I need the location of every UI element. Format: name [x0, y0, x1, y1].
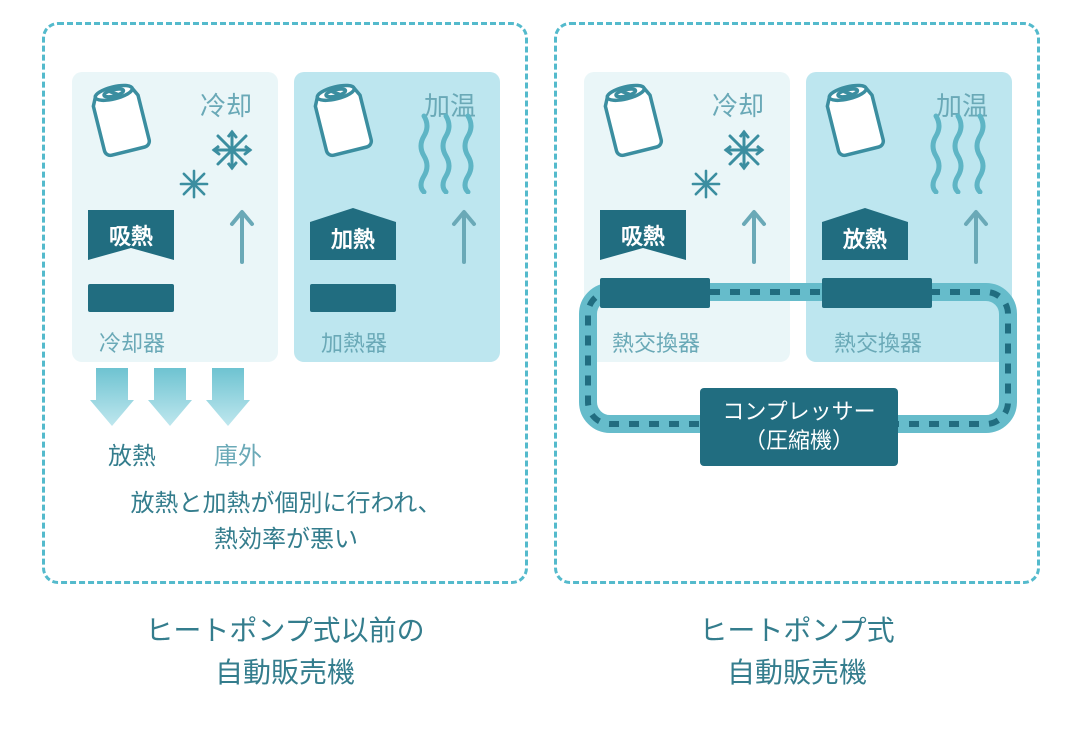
up-arrow-icon: [228, 208, 256, 269]
snowflake-icon: [178, 168, 210, 205]
compressor-box: コンプレッサー （圧縮機）: [700, 388, 898, 466]
arrow-absorb-heat: 吸熱: [88, 210, 174, 260]
exchanger-left-label: 熱交換器: [608, 326, 704, 358]
snowflake-icon: [210, 128, 254, 177]
zone-title-right-cold: 冷却: [712, 86, 764, 123]
can-icon: [594, 78, 672, 171]
caption-line1: ヒートポンプ式: [699, 615, 894, 646]
compressor-line2: （圧縮機）: [744, 427, 854, 456]
can-icon: [82, 78, 160, 171]
caption-line1: ヒートポンプ式以前の: [145, 615, 424, 646]
right-panel-caption: ヒートポンプ式 自動販売機: [554, 610, 1040, 694]
cooler-box: [88, 284, 174, 312]
exchanger-right-box: [822, 278, 932, 308]
arrow-release-heat: 放熱: [822, 208, 908, 260]
desc-line2: 熱効率が悪い: [214, 526, 358, 553]
can-icon: [816, 78, 894, 171]
arrow-absorb-heat: 吸熱: [600, 210, 686, 260]
up-arrow-icon: [740, 208, 768, 269]
desc-line1: 放熱と加熱が個別に行われ、: [130, 490, 441, 517]
snowflake-icon: [690, 168, 722, 205]
exchanger-left-box: [600, 278, 710, 308]
steam-icon: [414, 110, 480, 199]
up-arrow-icon: [962, 208, 990, 269]
left-panel-caption: ヒートポンプ式以前の 自動販売機: [42, 610, 528, 694]
compressor-line1: コンプレッサー: [722, 398, 875, 427]
arrow-heat: 加熱: [310, 208, 396, 260]
caption-line2: 自動販売機: [215, 657, 355, 688]
can-icon: [304, 78, 382, 171]
outside-label: 庫外: [214, 436, 262, 471]
snowflake-icon: [722, 128, 766, 177]
exchanger-right-label: 熱交換器: [830, 326, 926, 358]
up-arrow-icon: [450, 208, 478, 269]
zone-title-left-cold: 冷却: [200, 86, 252, 123]
steam-icon: [926, 110, 992, 199]
left-description: 放熱と加熱が個別に行われ、 熱効率が悪い: [72, 486, 500, 558]
heater-label: 加熱器: [318, 326, 390, 358]
release-arrows-icon: [90, 368, 260, 431]
heater-box: [310, 284, 396, 312]
caption-line2: 自動販売機: [727, 657, 867, 688]
cooler-label: 冷却器: [96, 326, 168, 358]
release-label: 放熱: [108, 436, 156, 471]
